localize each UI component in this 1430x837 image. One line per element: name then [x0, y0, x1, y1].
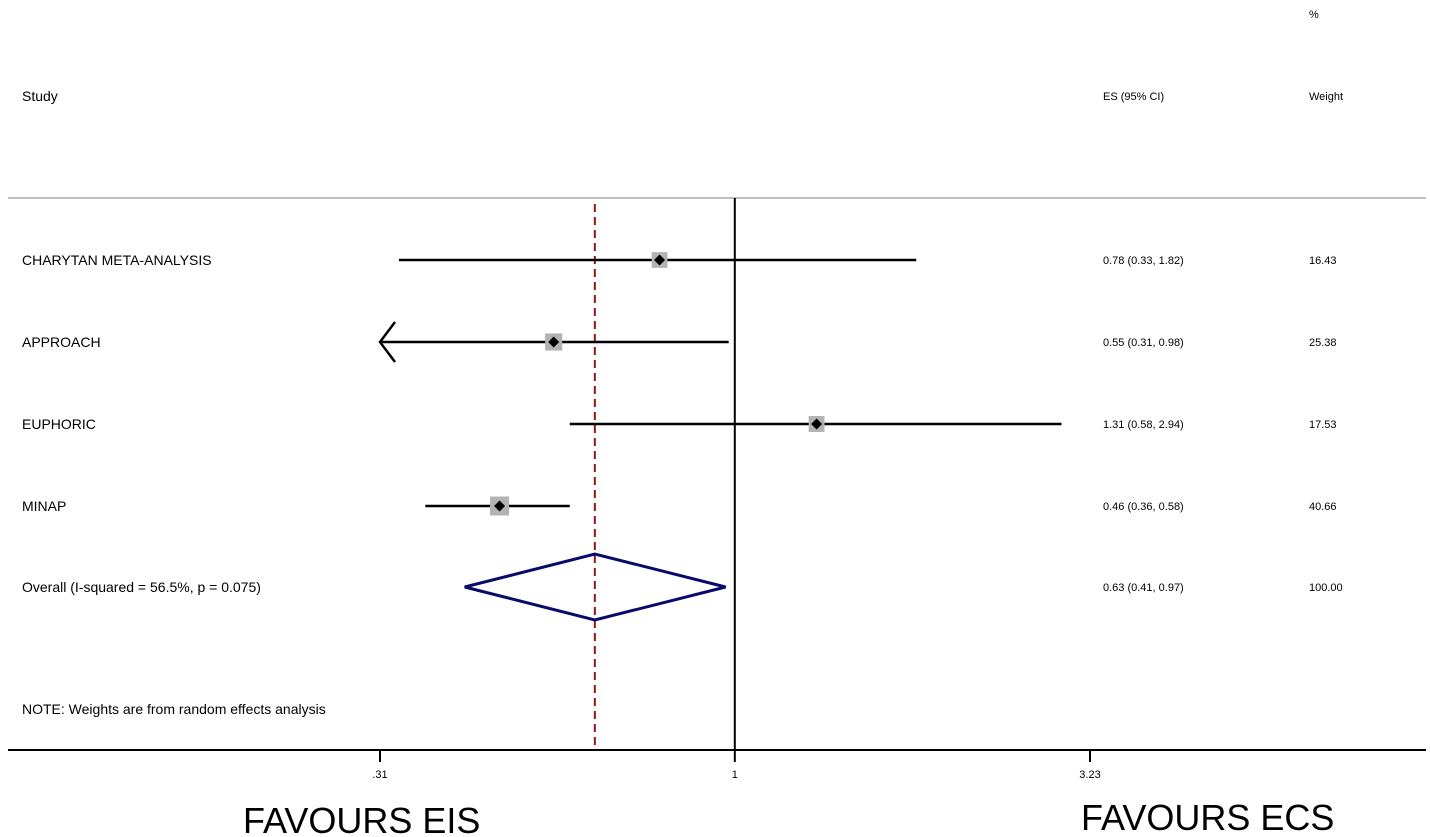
study-marks: [378, 252, 1062, 516]
overall-diamond: [464, 552, 726, 622]
study-es-ci: 0.55 (0.31, 0.98): [1103, 337, 1184, 349]
ci-arrow-left: [378, 321, 396, 363]
study-column-header: Study: [22, 88, 58, 104]
favours-left-label: FAVOURS EIS: [243, 800, 480, 837]
study-name: EUPHORIC: [22, 416, 96, 432]
study-es-ci: 0.78 (0.33, 1.82): [1103, 255, 1184, 267]
study-es-ci: 0.46 (0.36, 0.58): [1103, 501, 1184, 513]
study-weight: 17.53: [1309, 419, 1337, 431]
overall-estimate: [464, 552, 726, 622]
row-labels: CHARYTAN META-ANALYSIS 0.78 (0.33, 1.82) 1…: [22, 252, 1343, 595]
weights-note: NOTE: Weights are from random effects an…: [22, 701, 326, 717]
reference-lines: [593, 198, 736, 750]
overall-weight: 100.00: [1309, 582, 1343, 594]
favours-right-label: FAVOURS ECS: [1081, 797, 1334, 837]
study-row: [378, 321, 729, 363]
x-axis-ticks: .31 1 3.23: [372, 750, 1101, 781]
point-estimate: [494, 500, 506, 512]
point-estimate: [548, 336, 560, 348]
study-weight: 25.38: [1309, 337, 1337, 349]
study-row: [569, 416, 1062, 432]
study-name: MINAP: [22, 498, 66, 514]
x-tick-label: 3.23: [1079, 769, 1100, 781]
study-es-ci: 1.31 (0.58, 2.94): [1103, 419, 1184, 431]
study-row: [398, 252, 917, 268]
study-weight: 16.43: [1309, 255, 1337, 267]
x-tick-label: .31: [372, 769, 387, 781]
study-weight: 40.66: [1309, 501, 1337, 513]
x-tick-label: 1: [732, 769, 738, 781]
point-estimate: [654, 254, 666, 266]
point-estimate: [811, 418, 823, 430]
overall-es-ci: 0.63 (0.41, 0.97): [1103, 582, 1184, 594]
study-name: CHARYTAN META-ANALYSIS: [22, 252, 212, 268]
es-column-header: ES (95% CI): [1103, 91, 1164, 103]
weight-percent-header: %: [1309, 9, 1319, 21]
overall-label: Overall (I-squared = 56.5%, p = 0.075): [22, 579, 261, 595]
study-name: APPROACH: [22, 334, 101, 350]
weight-column-header: Weight: [1309, 91, 1343, 103]
study-row: [425, 496, 570, 516]
